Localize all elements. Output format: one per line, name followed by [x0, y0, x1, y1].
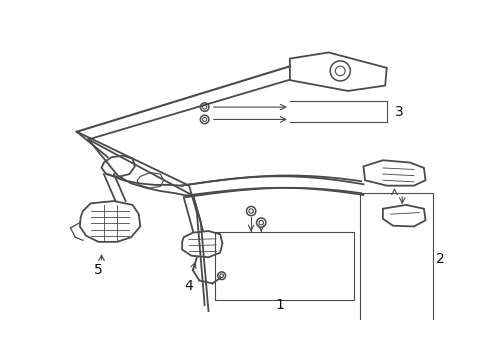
Text: 5: 5	[94, 264, 103, 277]
Bar	[215, 232, 354, 300]
Text: 3: 3	[394, 105, 403, 119]
Text: 2: 2	[436, 252, 444, 266]
Text: 1: 1	[275, 298, 284, 312]
Bar	[360, 193, 433, 324]
Text: 4: 4	[185, 279, 194, 293]
